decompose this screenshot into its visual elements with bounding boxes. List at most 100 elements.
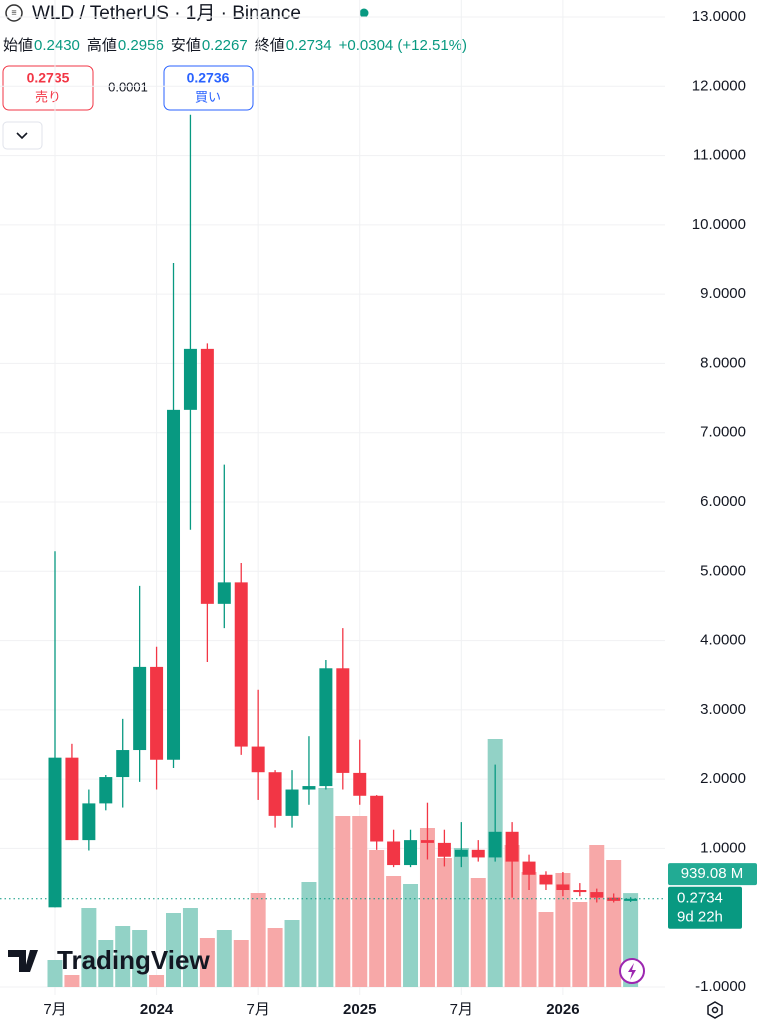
symbol-icon <box>5 4 23 22</box>
candle-body <box>353 772 367 796</box>
symbol-title[interactable]: WLD / TetherUS · 1月 · Binance <box>32 3 301 24</box>
sell-button[interactable] <box>2 65 94 111</box>
volume-bar <box>487 739 503 987</box>
volume-bar <box>98 940 114 987</box>
volume-label: 939.08 M <box>681 865 744 882</box>
volume-bar <box>64 975 80 987</box>
plot <box>0 0 665 995</box>
candle-body <box>251 746 265 773</box>
volume-bar <box>81 908 97 987</box>
y-tick-label: 2.0000 <box>700 770 746 787</box>
candle-body <box>268 772 282 816</box>
volume-bar <box>555 873 571 987</box>
candle-body <box>437 842 451 857</box>
candle-body <box>471 849 485 858</box>
volume-bar <box>589 845 605 987</box>
candle-body <box>420 840 434 843</box>
volume-bar <box>284 920 300 987</box>
candle-body <box>48 757 62 908</box>
volume <box>47 739 639 987</box>
symbol-icon-glyph: ≡ <box>11 7 16 17</box>
candle-body <box>556 884 570 890</box>
logo: TradingView <box>8 945 210 975</box>
x-tick-label: 2025 <box>343 1001 376 1018</box>
candle-body <box>590 892 604 898</box>
sell-price: 0.2735 <box>27 70 70 86</box>
price-label: 0.2734 <box>677 890 723 907</box>
candle-body <box>539 874 553 885</box>
buy-button[interactable] <box>163 65 254 111</box>
collapse-button[interactable] <box>2 121 43 150</box>
candle-body <box>234 582 248 747</box>
logo-mark <box>8 950 38 972</box>
candle-body <box>183 348 197 410</box>
ohlc-label: 高値 <box>87 37 117 54</box>
change: +0.0304 (+12.51%) <box>339 37 467 54</box>
y-tick-label: 10.0000 <box>692 216 746 233</box>
volume-bar <box>538 912 554 987</box>
buy-price: 0.2736 <box>187 70 230 86</box>
volume-bar <box>115 926 131 987</box>
volume-bar <box>386 876 402 987</box>
candles <box>48 114 638 908</box>
volume-bar <box>436 858 452 987</box>
volume-bar <box>267 928 283 987</box>
volume-bar <box>521 872 537 987</box>
y-tick-label: 5.0000 <box>700 562 746 579</box>
volume-bar <box>166 913 182 987</box>
candle-body <box>505 831 519 862</box>
y-tick-label: -1.0000 <box>695 978 746 995</box>
volume-label-box <box>668 863 757 886</box>
chevron-icon <box>16 132 28 140</box>
settings-icon-dot <box>711 1006 719 1014</box>
x-tick-label: 7月 <box>450 1001 473 1018</box>
volume-bar <box>504 845 520 987</box>
ohlc-label: 終値 <box>255 37 285 54</box>
x-tick-label: 2024 <box>140 1001 174 1018</box>
candle-body <box>522 861 536 875</box>
ohlc-row: 始値 0.2430 高値 0.2956 安値 0.2267 終値 0.2734 +0.0304 … <box>3 37 467 54</box>
candle-body <box>624 898 638 901</box>
header: ≡ WLD / TetherUS · 1月 · Binance <box>5 3 369 24</box>
candle-body <box>573 890 587 893</box>
volume-bar <box>216 930 232 987</box>
logo-text: TradingView <box>57 945 210 975</box>
volume-bar <box>149 975 165 987</box>
volume-bar <box>335 816 351 987</box>
volume-bar <box>182 908 198 987</box>
y-tick-label: 11.0000 <box>693 147 746 164</box>
candle-body <box>336 668 350 773</box>
candle-body <box>387 841 401 866</box>
volume-bar <box>403 884 419 987</box>
candle-body <box>488 831 502 858</box>
ohlc-label: 始値 <box>3 37 33 54</box>
volume-bar <box>233 940 249 987</box>
ohlc-value: 0.2734 <box>286 37 332 54</box>
y-tick-label: 6.0000 <box>700 493 746 510</box>
candle-body <box>65 757 79 841</box>
volume-bar <box>453 848 469 987</box>
ohlc-value: 0.2956 <box>118 37 164 54</box>
price-label-box <box>668 886 742 929</box>
ohlc-label: 安値 <box>171 37 201 54</box>
y-tick-label: 13.0000 <box>692 8 746 25</box>
buy-label: 買い <box>195 89 221 104</box>
volume-bar <box>572 902 588 987</box>
ohlc-value: 0.2430 <box>34 37 80 54</box>
settings-icon[interactable] <box>707 1001 723 1019</box>
spread: 0.0001 <box>108 79 148 94</box>
volume-bar <box>318 788 334 987</box>
volume-bar <box>199 938 215 987</box>
x-tick-label: 7月 <box>246 1001 269 1018</box>
volume-bar <box>606 860 622 987</box>
y-tick-label: 1.0000 <box>700 839 746 856</box>
candle-body <box>82 803 96 841</box>
candle-body <box>319 668 333 787</box>
y-tick-label: 12.0000 <box>692 77 746 94</box>
candle-body <box>116 750 130 778</box>
volume-bar <box>369 850 385 987</box>
volume-bar <box>419 828 435 987</box>
volume-bar <box>250 893 266 987</box>
candle-body <box>370 795 384 842</box>
